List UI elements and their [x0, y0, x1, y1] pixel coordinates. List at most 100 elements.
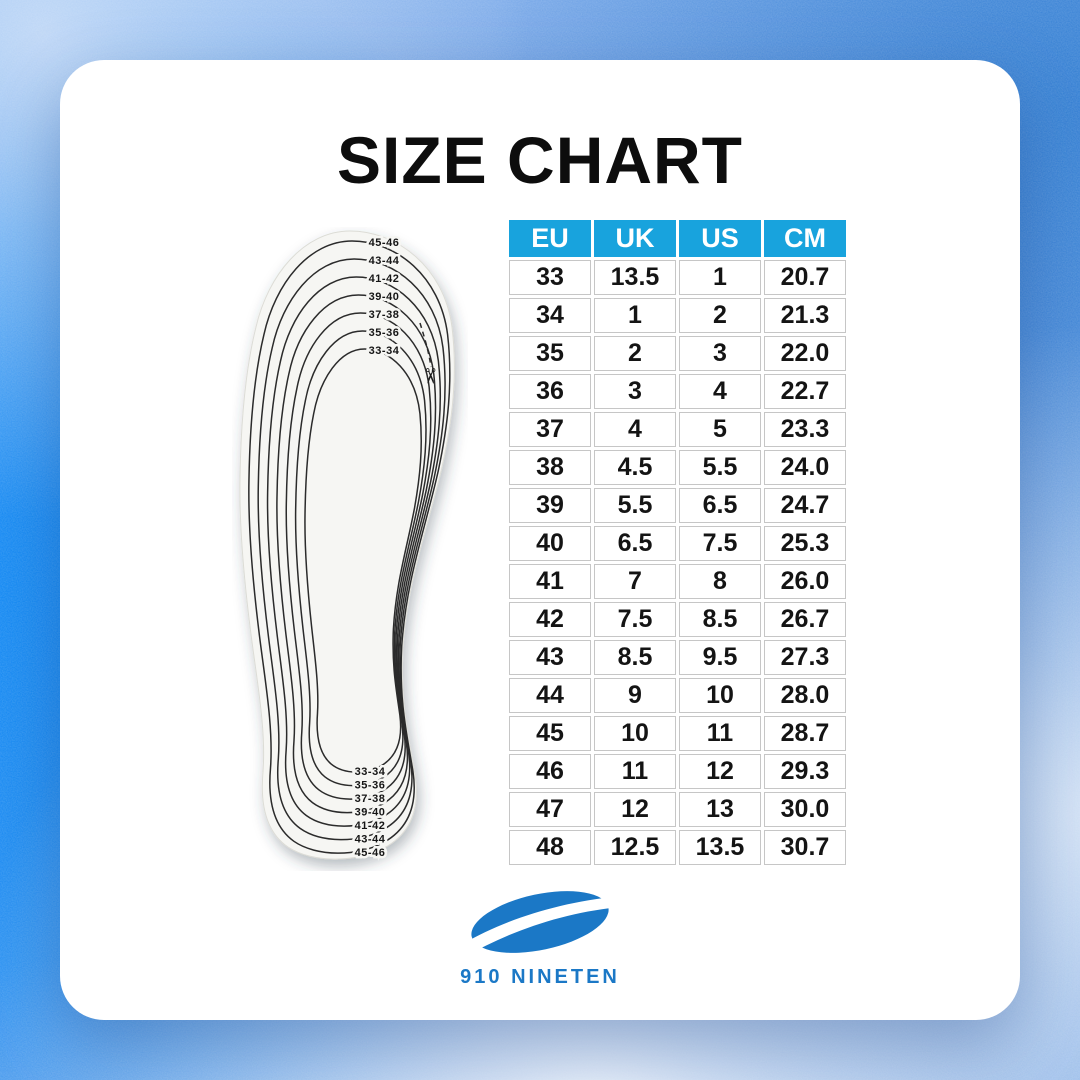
table-row: 45 10 11 28.7 [509, 716, 846, 751]
table-cell: 39 [509, 488, 591, 523]
table-row: 44 9 10 28.0 [509, 678, 846, 713]
table-cell: 2 [594, 336, 676, 371]
table-cell: 33 [509, 260, 591, 295]
table-cell: 43 [509, 640, 591, 675]
insole-size-label-top: 35-36 [369, 327, 400, 339]
table-cell: 4 [679, 374, 761, 409]
table-row: 33 13.5 1 20.7 [509, 260, 846, 295]
scissors-icon: ✂ [418, 367, 441, 385]
table-row: 35 2 3 22.0 [509, 336, 846, 371]
column-header-uk: UK [594, 220, 676, 257]
table-cell: 27.3 [764, 640, 846, 675]
table-row: 38 4.5 5.5 24.0 [509, 450, 846, 485]
table-row: 48 12.5 13.5 30.7 [509, 830, 846, 865]
table-cell: 13.5 [679, 830, 761, 865]
table-cell: 7 [594, 564, 676, 599]
table-cell: 48 [509, 830, 591, 865]
insole-size-label-top: 41-42 [369, 273, 400, 285]
table-row: 43 8.5 9.5 27.3 [509, 640, 846, 675]
table-cell: 22.7 [764, 374, 846, 409]
insole-size-label-bottom: 43-44 [355, 834, 386, 846]
table-cell: 7.5 [594, 602, 676, 637]
table-cell: 13.5 [594, 260, 676, 295]
insole-size-label-bottom: 41-42 [355, 820, 386, 832]
table-cell: 30.0 [764, 792, 846, 827]
insole-size-line [258, 259, 445, 840]
table-row: 42 7.5 8.5 26.7 [509, 602, 846, 637]
insole-size-label-bottom: 39-40 [355, 807, 386, 819]
table-cell: 24.7 [764, 488, 846, 523]
size-table: EU UK US CM 33 13.5 1 20.7 34 1 2 21.3 35 2 3 22.0 36 3 4… [506, 217, 849, 868]
table-row: 34 1 2 21.3 [509, 298, 846, 333]
table-cell: 13 [679, 792, 761, 827]
column-header-eu: EU [509, 220, 591, 257]
table-cell: 44 [509, 678, 591, 713]
insole-size-line [249, 241, 450, 853]
insole-size-line [286, 313, 431, 799]
table-cell: 35 [509, 336, 591, 371]
table-cell: 36 [509, 374, 591, 409]
table-cell: 28.7 [764, 716, 846, 751]
insole-size-label-top: 39-40 [369, 291, 400, 303]
table-cell: 46 [509, 754, 591, 789]
table-cell: 8 [679, 564, 761, 599]
table-cell: 5 [679, 412, 761, 447]
table-cell: 9 [594, 678, 676, 713]
table-cell: 11 [679, 716, 761, 751]
table-cell: 34 [509, 298, 591, 333]
table-cell: 29.3 [764, 754, 846, 789]
brand-name: 910 NINETEN [460, 966, 620, 988]
cut-line [419, 322, 432, 368]
table-cell: 25.3 [764, 526, 846, 561]
table-row: 46 11 12 29.3 [509, 754, 846, 789]
table-cell: 4.5 [594, 450, 676, 485]
page-title: SIZE CHART [337, 123, 743, 197]
table-row: 41 7 8 26.0 [509, 564, 846, 599]
insole-size-label-bottom: 35-36 [355, 780, 386, 792]
table-cell: 26.0 [764, 564, 846, 599]
table-cell: 8.5 [679, 602, 761, 637]
table-cell: 1 [679, 260, 761, 295]
table-cell: 42 [509, 602, 591, 637]
table-cell: 4 [594, 412, 676, 447]
table-cell: 12 [594, 792, 676, 827]
insole-size-label-bottom: 37-38 [355, 793, 386, 805]
table-cell: 21.3 [764, 298, 846, 333]
table-cell: 7.5 [679, 526, 761, 561]
table-cell: 3 [594, 374, 676, 409]
table-cell: 10 [594, 716, 676, 751]
insole-size-label-bottom: 45-46 [355, 847, 386, 859]
content-card: SIZE CHART 45-46 45-46 43-44 43-44 41-42 41-4… [60, 60, 1020, 1020]
table-cell: 30.7 [764, 830, 846, 865]
table-cell: 6.5 [594, 526, 676, 561]
table-cell: 2 [679, 298, 761, 333]
insole-outline [239, 230, 455, 860]
table-cell: 28.0 [764, 678, 846, 713]
size-table-header-row: EU UK US CM [509, 220, 846, 257]
table-cell: 9.5 [679, 640, 761, 675]
table-row: 36 3 4 22.7 [509, 374, 846, 409]
table-cell: 45 [509, 716, 591, 751]
table-cell: 3 [679, 336, 761, 371]
table-row: 37 4 5 23.3 [509, 412, 846, 447]
table-cell: 12 [679, 754, 761, 789]
table-cell: 38 [509, 450, 591, 485]
table-cell: 12.5 [594, 830, 676, 865]
table-cell: 5.5 [594, 488, 676, 523]
column-header-us: US [679, 220, 761, 257]
table-cell: 23.3 [764, 412, 846, 447]
table-cell: 6.5 [679, 488, 761, 523]
table-cell: 10 [679, 678, 761, 713]
insole-size-label-top: 45-46 [369, 237, 400, 249]
insole-size-label-top: 43-44 [369, 255, 400, 267]
insole-size-label-bottom: 33-34 [355, 766, 386, 778]
table-cell: 47 [509, 792, 591, 827]
size-table-body: 33 13.5 1 20.7 34 1 2 21.3 35 2 3 22.0 36 3 4 22.7 37 4 5 2… [509, 260, 846, 865]
table-cell: 1 [594, 298, 676, 333]
table-cell: 26.7 [764, 602, 846, 637]
insole-size-line [296, 331, 426, 786]
table-cell: 24.0 [764, 450, 846, 485]
insole-size-line [305, 349, 421, 772]
column-header-cm: CM [764, 220, 846, 257]
